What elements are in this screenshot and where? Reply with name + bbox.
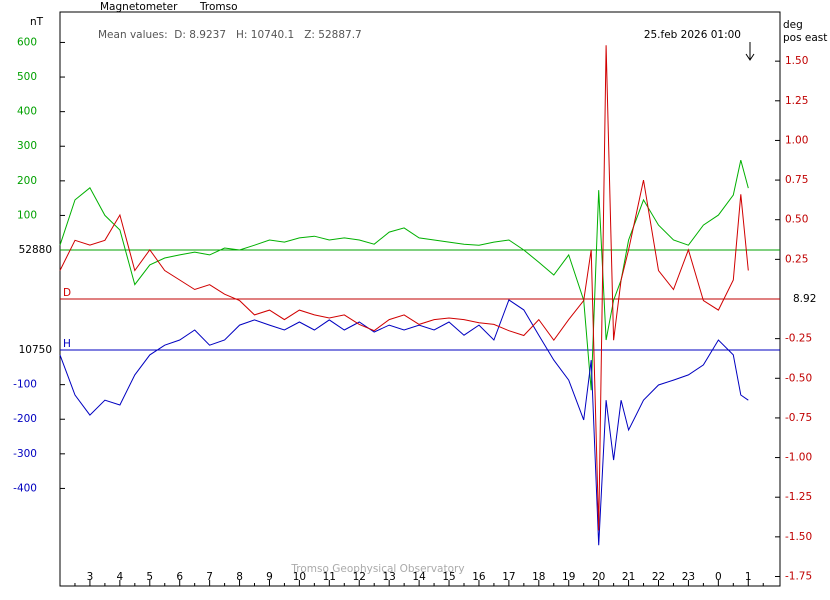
series-label: D [63, 287, 71, 299]
x-tick-label: 20 [592, 571, 605, 583]
x-tick-label: 4 [117, 571, 124, 583]
y-tick-label: -300 [13, 448, 37, 460]
y-tick-label: -100 [13, 379, 37, 391]
y-tick-label: 600 [17, 36, 37, 48]
x-tick-label: 5 [146, 571, 153, 583]
y2-tick-label: 8.92 [793, 293, 816, 305]
subtitle: Mean values: D: 8.9237 H: 10740.1 Z: 528… [98, 29, 362, 41]
x-tick-label: 9 [266, 571, 273, 583]
x-tick-label: 14 [412, 571, 426, 583]
x-tick-label: 8 [236, 571, 243, 583]
x-tick-label: 18 [532, 571, 545, 583]
y-tick-label: 300 [17, 140, 37, 152]
footer: Tromso Geophysical Observatory [290, 563, 464, 575]
y2-tick-label: -0.50 [785, 372, 812, 384]
date: 25.feb 2026 01:00 [644, 29, 741, 41]
chart-title: Magnetometer [100, 1, 178, 13]
y-tick-label: 200 [17, 175, 37, 187]
y2-tick-label: -1.50 [785, 531, 812, 543]
y-tick-label: 400 [17, 106, 37, 118]
x-tick-label: 6 [176, 571, 183, 583]
y2-tick-label: -0.75 [785, 412, 812, 424]
y2-tick-label: 0.50 [785, 214, 808, 226]
y2-tick-label: -1.00 [785, 452, 812, 464]
y-tick-label: -400 [13, 482, 37, 494]
y2-tick-label: 1.25 [785, 95, 808, 107]
y2-tick-label: 1.50 [785, 55, 808, 67]
y-tick-label: -200 [13, 413, 37, 425]
x-tick-label: 17 [502, 571, 515, 583]
y2-tick-label: 1.00 [785, 134, 808, 146]
x-tick-label: 7 [206, 571, 213, 583]
x-tick-label: 3 [87, 571, 94, 583]
x-tick-label: 21 [622, 571, 635, 583]
y-tick-label: 500 [17, 71, 37, 83]
y-tick-label: 52880 [19, 244, 52, 256]
x-tick-label: 13 [382, 571, 395, 583]
y2-tick-label: 0.25 [785, 253, 808, 265]
x-tick-label: 1 [745, 571, 752, 583]
x-tick-label: 10 [293, 571, 306, 583]
y2-axis-label: deg [783, 19, 803, 31]
y2-tick-label: -1.25 [785, 491, 812, 503]
series-line [59, 159, 749, 391]
x-tick-label: 15 [442, 571, 455, 583]
series-line [59, 299, 749, 546]
x-tick-label: 0 [715, 571, 722, 583]
series-line [59, 45, 749, 531]
y2-axis-label: pos east [783, 32, 827, 44]
x-tick-label: 22 [652, 571, 665, 583]
series-label: H [63, 338, 71, 350]
x-tick-label: 11 [323, 571, 336, 583]
now-arrow [745, 42, 755, 61]
x-tick-label: 12 [353, 571, 366, 583]
y-axis-label: nT [30, 16, 44, 28]
y2-tick-label: 0.75 [785, 174, 808, 186]
station: Tromso [199, 1, 238, 13]
x-tick-label: 16 [472, 571, 486, 583]
y2-tick-label: -0.25 [785, 333, 812, 345]
x-tick-label: 19 [562, 571, 575, 583]
y-tick-label: 100 [17, 209, 37, 221]
y-tick-label: 10750 [19, 344, 52, 356]
x-tick-label: 23 [682, 571, 695, 583]
y2-tick-label: -1.75 [785, 570, 812, 582]
